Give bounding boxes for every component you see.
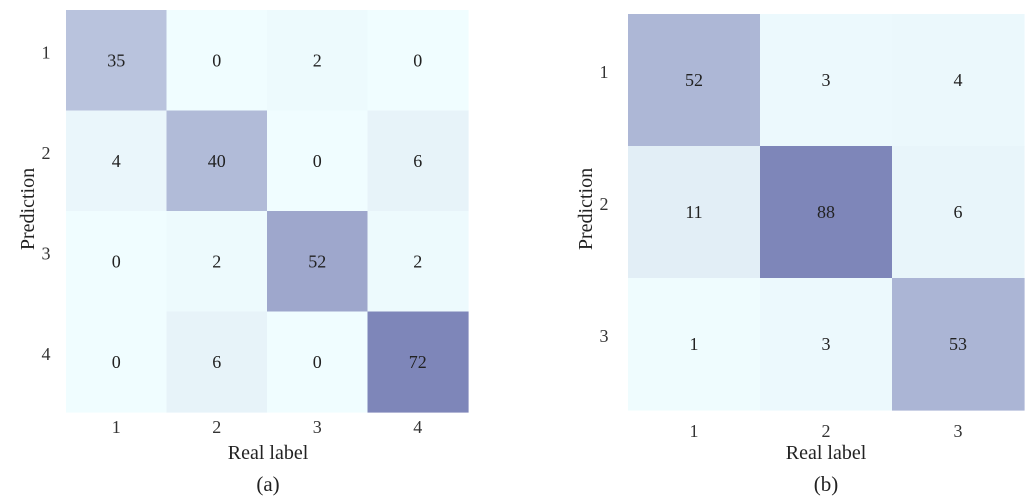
cell-value-b-r3-c2: 3 bbox=[822, 334, 831, 354]
y-tick-b-2: 2 bbox=[600, 194, 609, 214]
cell-value-a-r4-c3: 0 bbox=[313, 352, 322, 372]
cell-value-b-r2-c1: 11 bbox=[685, 202, 702, 222]
y-axis-label-a: Prediction bbox=[17, 168, 39, 250]
heatmap-cell-b-r2-c1 bbox=[628, 146, 761, 279]
cell-value-a-r3-c1: 0 bbox=[112, 251, 121, 271]
cell-value-b-r3-c3: 53 bbox=[949, 334, 967, 354]
heatmap-cell-a-r1-c1 bbox=[66, 10, 168, 112]
heatmap-cell-b-r1-c2 bbox=[760, 14, 893, 147]
cell-value-b-r1-c2: 3 bbox=[822, 70, 831, 90]
heatmap-cell-a-r1-c3 bbox=[267, 10, 369, 112]
cell-value-b-r1-c1: 52 bbox=[685, 70, 703, 90]
heatmap-cell-b-r1-c1 bbox=[628, 14, 761, 147]
heatmap-cell-a-r2-c3 bbox=[267, 110, 369, 212]
y-tick-b-1: 1 bbox=[600, 62, 609, 82]
cell-value-a-r4-c1: 0 bbox=[112, 352, 121, 372]
cell-value-a-r4-c4: 72 bbox=[409, 352, 427, 372]
heatmap-cell-a-r1-c2 bbox=[166, 10, 268, 112]
cell-value-a-r1-c2: 0 bbox=[212, 50, 221, 70]
caption-b: (b) bbox=[814, 472, 839, 496]
y-tick-a-3: 3 bbox=[42, 243, 51, 263]
y-tick-b-3: 3 bbox=[600, 326, 609, 346]
heatmap-cell-a-r3-c1 bbox=[66, 211, 168, 313]
heatmap-cell-b-r3-c3 bbox=[892, 278, 1025, 411]
cell-value-a-r1-c1: 35 bbox=[107, 50, 125, 70]
y-tick-labels-b: 1 2 3 bbox=[600, 62, 609, 346]
cell-value-a-r2-c3: 0 bbox=[313, 151, 322, 171]
cell-value-b-r1-c3: 4 bbox=[954, 70, 963, 90]
x-tick-b-1: 1 bbox=[690, 421, 699, 441]
x-tick-labels-a: 1 2 3 4 bbox=[112, 417, 422, 437]
y-axis-label-b: Prediction bbox=[575, 168, 597, 250]
x-tick-a-1: 1 bbox=[112, 417, 121, 437]
cell-value-a-r3-c4: 2 bbox=[413, 251, 422, 271]
cell-value-a-r1-c4: 0 bbox=[413, 50, 422, 70]
heatmap-cell-a-r4-c1 bbox=[66, 311, 168, 413]
y-tick-a-1: 1 bbox=[42, 42, 51, 62]
panel-b: 52 3 4 11 88 6 1 3 53 1 2 3 1 2 3 Prediction Real la… bbox=[575, 14, 1025, 496]
heatmap-cell-b-r1-c3 bbox=[892, 14, 1025, 147]
cell-value-a-r3-c2: 2 bbox=[212, 251, 221, 271]
x-tick-b-3: 3 bbox=[954, 421, 963, 441]
heatmap-cell-a-r4-c4 bbox=[367, 311, 469, 413]
cell-value-b-r2-c3: 6 bbox=[954, 202, 963, 222]
heatmap-cell-a-r3-c2 bbox=[166, 211, 268, 313]
cell-value-b-r2-c2: 88 bbox=[817, 202, 835, 222]
x-axis-label-b: Real label bbox=[786, 442, 867, 464]
heatmap-cell-b-r2-c3 bbox=[892, 146, 1025, 279]
heatmap-cell-a-r2-c1 bbox=[66, 110, 168, 212]
heatmap-cell-a-r4-c3 bbox=[267, 311, 369, 413]
x-tick-a-2: 2 bbox=[212, 417, 221, 437]
heatmap-cell-b-r3-c2 bbox=[760, 278, 893, 411]
y-tick-a-4: 4 bbox=[42, 344, 51, 364]
x-tick-b-2: 2 bbox=[822, 421, 831, 441]
y-tick-labels-a: 1 2 3 4 bbox=[42, 42, 51, 364]
heatmap-cells-a: 35 0 2 0 4 40 0 6 0 2 52 2 0 6 0 72 bbox=[66, 10, 469, 413]
heatmap-cell-a-r2-c4 bbox=[367, 110, 469, 212]
cell-value-a-r2-c4: 6 bbox=[413, 151, 422, 171]
heatmap-cell-a-r4-c2 bbox=[166, 311, 268, 413]
heatmap-cell-a-r3-c4 bbox=[367, 211, 469, 313]
y-tick-a-2: 2 bbox=[42, 143, 51, 163]
x-axis-label-a: Real label bbox=[228, 442, 309, 464]
heatmap-cell-b-r3-c1 bbox=[628, 278, 761, 411]
x-tick-a-3: 3 bbox=[313, 417, 322, 437]
cell-value-a-r4-c2: 6 bbox=[212, 352, 221, 372]
heatmap-cells-b: 52 3 4 11 88 6 1 3 53 bbox=[628, 14, 1025, 411]
cell-value-a-r2-c2: 40 bbox=[208, 151, 226, 171]
caption-a: (a) bbox=[256, 472, 279, 496]
heatmap-cell-b-r2-c2 bbox=[760, 146, 893, 279]
cell-value-a-r1-c3: 2 bbox=[313, 50, 322, 70]
cell-value-a-r3-c3: 52 bbox=[308, 251, 326, 271]
x-tick-labels-b: 1 2 3 bbox=[690, 421, 963, 441]
panel-a: 35 0 2 0 4 40 0 6 0 2 52 2 0 6 0 72 1 2 3 4 1 2 3 4 Predictio… bbox=[17, 10, 469, 496]
cell-value-a-r2-c1: 4 bbox=[112, 151, 121, 171]
heatmap-cell-a-r3-c3 bbox=[267, 211, 369, 313]
heatmap-cell-a-r1-c4 bbox=[367, 10, 469, 112]
cell-value-b-r3-c1: 1 bbox=[690, 334, 699, 354]
heatmap-cell-a-r2-c2 bbox=[166, 110, 268, 212]
x-tick-a-4: 4 bbox=[413, 417, 422, 437]
